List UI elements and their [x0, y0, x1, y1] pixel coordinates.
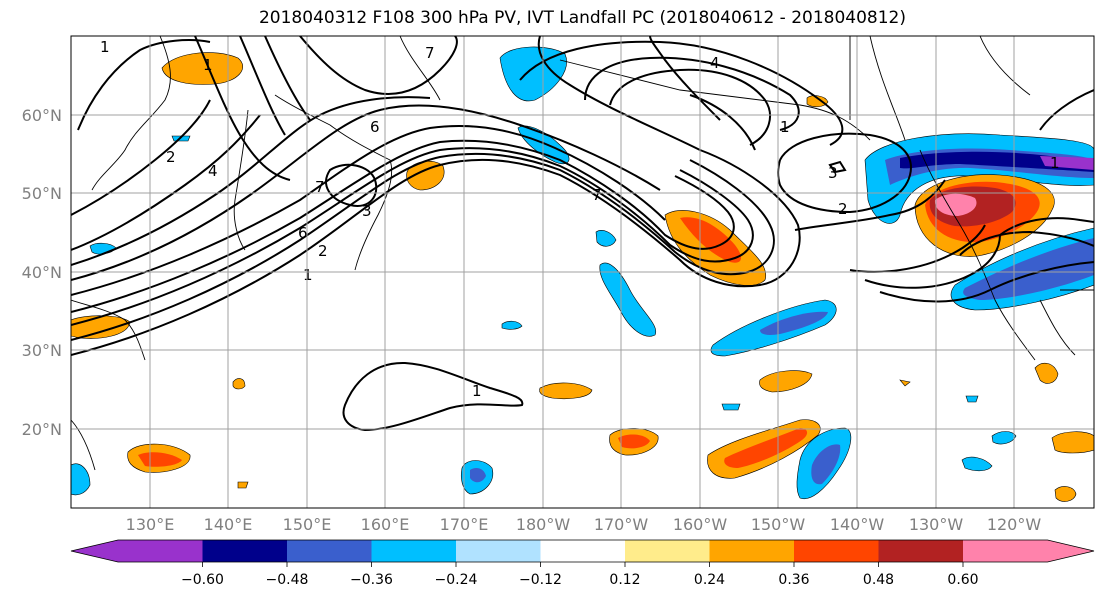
colorbar-tick-label: −0.60	[181, 572, 224, 588]
colorbar-outline	[70, 539, 1095, 563]
svg-text:1: 1	[100, 38, 110, 56]
colorbar-segment	[118, 540, 203, 562]
svg-text:160°W: 160°W	[673, 515, 728, 534]
svg-text:4: 4	[208, 162, 218, 180]
colorbar-segment	[456, 540, 541, 562]
map-frame	[70, 35, 1095, 509]
colorbar-tick-label: −0.48	[266, 572, 309, 588]
svg-text:170°W: 170°W	[594, 515, 649, 534]
map-title: 2018040312 F108 300 hPa PV, IVT Landfall…	[258, 8, 906, 28]
svg-text:50°N: 50°N	[22, 184, 62, 203]
svg-text:130°E: 130°E	[126, 515, 175, 534]
colorbar-tick-label: −0.24	[435, 572, 478, 588]
svg-text:1: 1	[303, 266, 313, 284]
svg-text:6: 6	[298, 224, 308, 242]
svg-text:1: 1	[203, 56, 213, 74]
colorbar-tick-label: 0.60	[947, 572, 978, 588]
colorbar-segment	[371, 540, 456, 562]
colorbar-segment	[1047, 540, 1094, 562]
svg-text:1: 1	[1050, 154, 1060, 172]
svg-text:1: 1	[472, 382, 482, 400]
coastlines	[71, 36, 1094, 471]
pv-contours	[71, 36, 1094, 432]
svg-text:30°N: 30°N	[22, 341, 62, 360]
svg-text:130°W: 130°W	[909, 515, 964, 534]
colorbar-tick-label: 0.48	[863, 572, 894, 588]
svg-text:150°E: 150°E	[283, 515, 332, 534]
colorbar-segment	[709, 540, 794, 562]
svg-text:6: 6	[370, 118, 380, 136]
svg-text:3: 3	[362, 202, 372, 220]
colorbar-segment	[878, 540, 963, 562]
colorbar-segment	[625, 540, 710, 562]
svg-text:7: 7	[425, 44, 435, 62]
svg-text:160°E: 160°E	[361, 515, 410, 534]
colorbar-segment	[202, 540, 287, 562]
gridlines	[71, 36, 1094, 508]
colorbar-segment	[540, 540, 625, 562]
svg-text:2: 2	[838, 200, 848, 218]
svg-text:2: 2	[318, 242, 328, 260]
svg-text:7: 7	[592, 186, 602, 204]
svg-text:4: 4	[710, 54, 720, 72]
svg-text:140°E: 140°E	[204, 515, 253, 534]
shaded-anomalies	[71, 46, 1094, 502]
svg-text:180°W: 180°W	[516, 515, 571, 534]
svg-text:20°N: 20°N	[22, 420, 62, 439]
colorbar-tick-label: 0.36	[778, 572, 809, 588]
colorbar-segment	[287, 540, 372, 562]
colorbar-segment	[794, 540, 879, 562]
latitude-labels: 60°N 50°N 40°N 30°N 20°N	[22, 106, 62, 439]
colorbar-tick-label: −0.12	[519, 572, 562, 588]
svg-text:7: 7	[315, 178, 325, 196]
svg-text:2: 2	[166, 148, 176, 166]
svg-text:140°W: 140°W	[830, 515, 885, 534]
svg-text:40°N: 40°N	[22, 263, 62, 282]
colorbar-segment	[963, 540, 1048, 562]
contour-labels: 1 4 7 1 6 2 4 7 6 3 2 1 1 3 2 7 1 1	[100, 38, 1060, 400]
svg-text:150°W: 150°W	[751, 515, 806, 534]
colorbar-tick-label: 0.24	[694, 572, 725, 588]
svg-text:170°E: 170°E	[440, 515, 489, 534]
svg-text:3: 3	[828, 164, 838, 182]
svg-text:60°N: 60°N	[22, 106, 62, 125]
svg-text:120°W: 120°W	[987, 515, 1042, 534]
colorbar-tick-label: 0.12	[609, 572, 640, 588]
longitude-labels: 130°E 140°E 150°E 160°E 170°E 180°W 170°…	[126, 515, 1042, 534]
colorbar: −0.60 −0.48 −0.36 −0.24 −0.12 0.12 0.24 …	[70, 539, 1095, 588]
svg-text:1: 1	[780, 118, 790, 136]
colorbar-segment	[71, 540, 118, 562]
colorbar-tick-label: −0.36	[350, 572, 393, 588]
